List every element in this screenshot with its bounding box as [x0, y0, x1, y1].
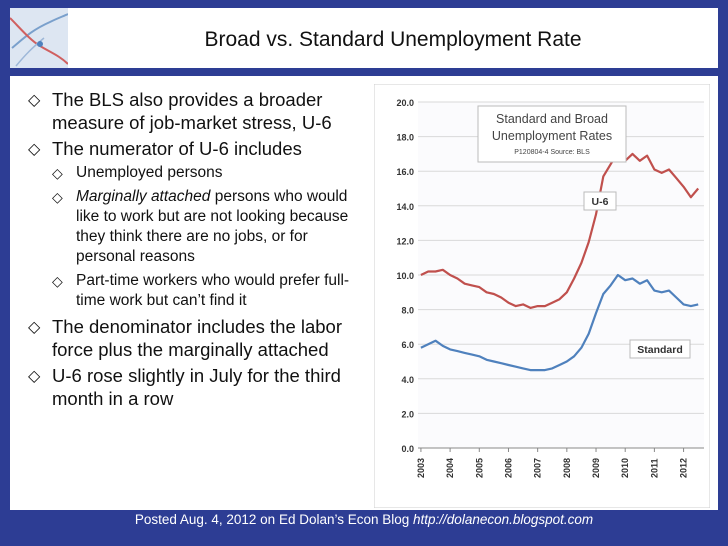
sub-bullet-item: ◇ Unemployed persons	[18, 163, 368, 183]
y-axis-ticks: 0.0 2.0 4.0 6.0 8.0 10.0 12.0 14.0 16.0 18.0 20.0	[396, 98, 414, 454]
bullet-text: The numerator of U-6 includes	[52, 138, 302, 159]
sub-bullet-item: ◇ Part-time workers who would prefer ful…	[18, 271, 368, 311]
unemployment-chart: 0.02.04.06.08.010.012.014.016.018.020.0 …	[373, 83, 711, 509]
sub-bullet-italic-text: Marginally attached	[76, 188, 211, 205]
y-tick-label: 8.0	[401, 306, 414, 316]
bullet-item: ◇ U-6 rose slightly in July for the thir…	[18, 364, 368, 410]
diamond-bullet-icon: ◇	[52, 165, 63, 181]
x-tick-label: 2004	[445, 458, 455, 478]
series-lines	[420, 151, 700, 372]
sub-bullet-text: Part-time workers who would prefer full-…	[76, 272, 350, 309]
y-tick-label: 12.0	[396, 236, 414, 246]
title-bar: Broad vs. Standard Unemployment Rate	[68, 8, 718, 68]
y-tick-label: 20.0	[396, 98, 414, 108]
bullet-text: U-6 rose slightly in July for the third …	[52, 365, 341, 409]
x-tick-label: 2005	[474, 458, 484, 478]
sub-bullet-text: persons who would like to work but are n…	[76, 188, 349, 265]
y-tick-label: 18.0	[396, 133, 414, 143]
slide-title: Broad vs. Standard Unemployment Rate	[204, 28, 582, 51]
diamond-bullet-icon: ◇	[28, 141, 41, 158]
diamond-bullet-icon: ◇	[28, 92, 41, 109]
bullet-text: The denominator includes the labor force…	[52, 316, 343, 360]
y-tick-label: 10.0	[396, 271, 414, 281]
chart-subtitle: P120804-4 Source: BLS	[514, 149, 590, 156]
bullet-item: ◇ The numerator of U-6 includes	[18, 137, 368, 160]
chart-title-box: Standard and Broad Unemployment Rates P1…	[477, 105, 627, 163]
y-tick-label: 6.0	[401, 340, 414, 350]
series-label-standard: Standard	[637, 344, 683, 356]
sub-bullet-item: ◇ Marginally attached persons who would …	[18, 187, 368, 267]
x-tick-label: 2007	[533, 458, 543, 478]
x-tick-label: 2008	[562, 458, 572, 478]
x-tick-label: 2010	[620, 458, 630, 478]
chart-title-line-1: Standard and Broad	[496, 112, 608, 126]
series-label-u6: U-6	[592, 196, 609, 208]
sub-bullet-text: Unemployed persons	[76, 164, 223, 181]
y-tick-label: 14.0	[396, 202, 414, 212]
x-tick-label: 2003	[416, 458, 426, 478]
x-tick-label: 2006	[503, 458, 513, 478]
y-tick-label: 2.0	[401, 409, 414, 419]
diamond-bullet-icon: ◇	[52, 189, 63, 205]
x-tick-label: 2012	[679, 458, 689, 478]
series-line-u-6	[420, 151, 700, 309]
chart-panel: 0.0 2.0 4.0 6.0 8.0 10.0 12.0 14.0 16.0 18.0 20.0 …	[373, 83, 711, 509]
diamond-bullet-icon: ◇	[52, 273, 63, 289]
chart-title-line-2: Unemployment Rates	[492, 129, 612, 143]
diamond-bullet-icon: ◇	[28, 319, 41, 336]
bullet-text: The BLS also provides a broader measure …	[52, 89, 332, 133]
footer-text: Posted Aug. 4, 2012 on Ed Dolan’s Econ B…	[134, 512, 414, 527]
label-standard-box: Standard	[629, 339, 691, 359]
diamond-bullet-icon: ◇	[28, 368, 41, 385]
footer-url[interactable]: http://dolanecon.blogspot.com	[413, 512, 594, 527]
y-tick-label: 0.0	[401, 444, 414, 454]
bullet-list: ◇ The BLS also provides a broader measur…	[18, 88, 368, 413]
bullet-item: ◇ The BLS also provides a broader measur…	[18, 88, 368, 134]
logo-image	[10, 8, 68, 68]
series-line-standard	[420, 273, 699, 372]
x-tick-label: 2009	[591, 458, 601, 478]
x-axis-ticks: 2003 2004 2005 2006 2007 2008 2009 2010 2011 2012	[416, 447, 704, 478]
label-u6-box: U-6	[583, 191, 617, 211]
footer: Posted Aug. 4, 2012 on Ed Dolan’s Econ B…	[0, 510, 728, 530]
y-tick-label: 16.0	[396, 167, 414, 177]
content-area: ◇ The BLS also provides a broader measur…	[10, 76, 718, 510]
x-tick-label: 2011	[649, 458, 659, 478]
bullet-item: ◇ The denominator includes the labor for…	[18, 315, 368, 361]
y-tick-label: 4.0	[401, 375, 414, 385]
